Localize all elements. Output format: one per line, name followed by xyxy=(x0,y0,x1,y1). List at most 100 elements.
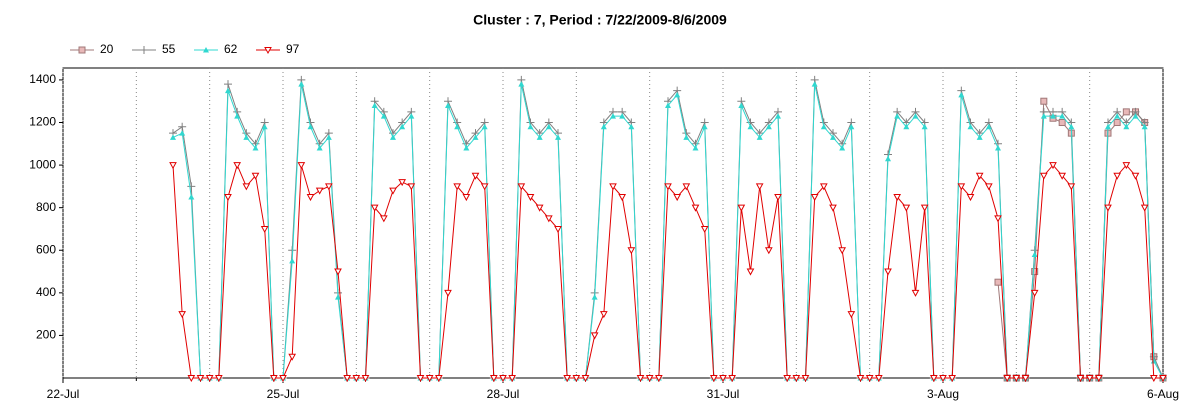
marker xyxy=(434,375,443,383)
marker xyxy=(334,268,342,276)
marker xyxy=(628,123,635,130)
marker xyxy=(389,187,397,195)
marker xyxy=(325,134,332,140)
marker xyxy=(830,134,836,140)
marker xyxy=(839,145,846,151)
marker xyxy=(480,183,489,191)
marker xyxy=(738,102,745,108)
marker xyxy=(536,134,543,140)
marker xyxy=(1003,375,1012,383)
marker xyxy=(1149,375,1158,383)
marker xyxy=(307,123,314,130)
marker xyxy=(572,375,581,383)
marker xyxy=(380,113,387,119)
series-line xyxy=(172,79,1164,379)
series xyxy=(169,75,1167,382)
marker xyxy=(728,375,737,383)
x-tick-label: 28-Jul xyxy=(487,387,520,401)
marker xyxy=(535,204,544,212)
marker xyxy=(335,294,341,300)
marker xyxy=(343,375,352,383)
marker xyxy=(719,375,727,383)
marker xyxy=(1104,204,1112,212)
marker xyxy=(893,194,902,202)
marker xyxy=(481,123,488,130)
marker xyxy=(948,375,957,383)
marker xyxy=(967,123,974,130)
marker xyxy=(545,123,552,130)
marker xyxy=(242,183,251,191)
marker xyxy=(563,375,572,383)
y-tick-label: 800 xyxy=(36,200,56,214)
marker xyxy=(737,204,746,212)
marker xyxy=(1140,204,1149,212)
plot-frame xyxy=(62,67,1164,379)
marker xyxy=(957,183,966,191)
marker xyxy=(591,294,598,300)
marker xyxy=(1113,119,1121,127)
marker xyxy=(289,257,296,264)
marker xyxy=(526,194,535,202)
x-tick-label: 6-Aug xyxy=(1147,387,1179,401)
marker xyxy=(1122,162,1131,170)
x-tick-label: 3-Aug xyxy=(927,387,959,401)
marker xyxy=(609,183,617,191)
marker xyxy=(279,375,287,383)
marker xyxy=(1012,375,1021,383)
marker xyxy=(390,134,396,140)
marker xyxy=(251,172,260,180)
marker xyxy=(234,113,241,119)
marker xyxy=(261,123,268,130)
marker xyxy=(665,102,671,108)
marker xyxy=(885,155,891,162)
marker xyxy=(1049,162,1057,170)
marker xyxy=(848,123,855,130)
marker xyxy=(1159,375,1167,383)
marker xyxy=(865,375,874,383)
marker xyxy=(894,113,901,119)
marker xyxy=(590,332,599,340)
marker xyxy=(1076,375,1085,383)
marker xyxy=(920,204,929,212)
marker xyxy=(1094,375,1103,383)
marker xyxy=(1131,172,1140,180)
marker xyxy=(224,194,232,202)
marker xyxy=(260,225,269,234)
marker xyxy=(1039,172,1048,180)
marker xyxy=(856,375,865,383)
marker xyxy=(316,145,323,151)
marker xyxy=(619,113,626,119)
legend-label: 62 xyxy=(224,42,238,56)
marker xyxy=(929,375,938,383)
marker xyxy=(243,134,250,140)
marker xyxy=(692,145,699,151)
marker xyxy=(444,289,452,297)
y-tick-label: 400 xyxy=(36,285,56,299)
marker xyxy=(775,113,781,119)
marker xyxy=(472,134,479,140)
y-tick-label: 1400 xyxy=(29,72,56,86)
marker xyxy=(975,172,984,180)
marker xyxy=(527,123,534,130)
marker xyxy=(370,204,379,212)
marker xyxy=(169,162,177,170)
marker xyxy=(408,113,415,119)
marker xyxy=(1031,268,1039,276)
marker xyxy=(1040,113,1047,119)
marker xyxy=(471,172,480,180)
marker xyxy=(755,183,764,191)
x-tick-label: 22-Jul xyxy=(47,387,80,401)
marker xyxy=(233,162,242,170)
marker xyxy=(874,375,883,383)
marker xyxy=(407,183,416,191)
marker xyxy=(324,183,333,191)
marker xyxy=(196,375,205,383)
marker xyxy=(499,375,507,383)
legend-label: 97 xyxy=(286,42,300,56)
marker xyxy=(187,375,196,383)
series xyxy=(994,97,1167,382)
marker xyxy=(1058,119,1066,127)
marker xyxy=(1113,172,1122,180)
